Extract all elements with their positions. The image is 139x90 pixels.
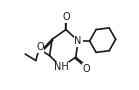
Text: NH: NH	[54, 62, 68, 72]
Text: O: O	[36, 42, 44, 52]
Text: O: O	[62, 12, 70, 22]
Text: N: N	[75, 36, 82, 46]
Text: O: O	[83, 64, 90, 74]
